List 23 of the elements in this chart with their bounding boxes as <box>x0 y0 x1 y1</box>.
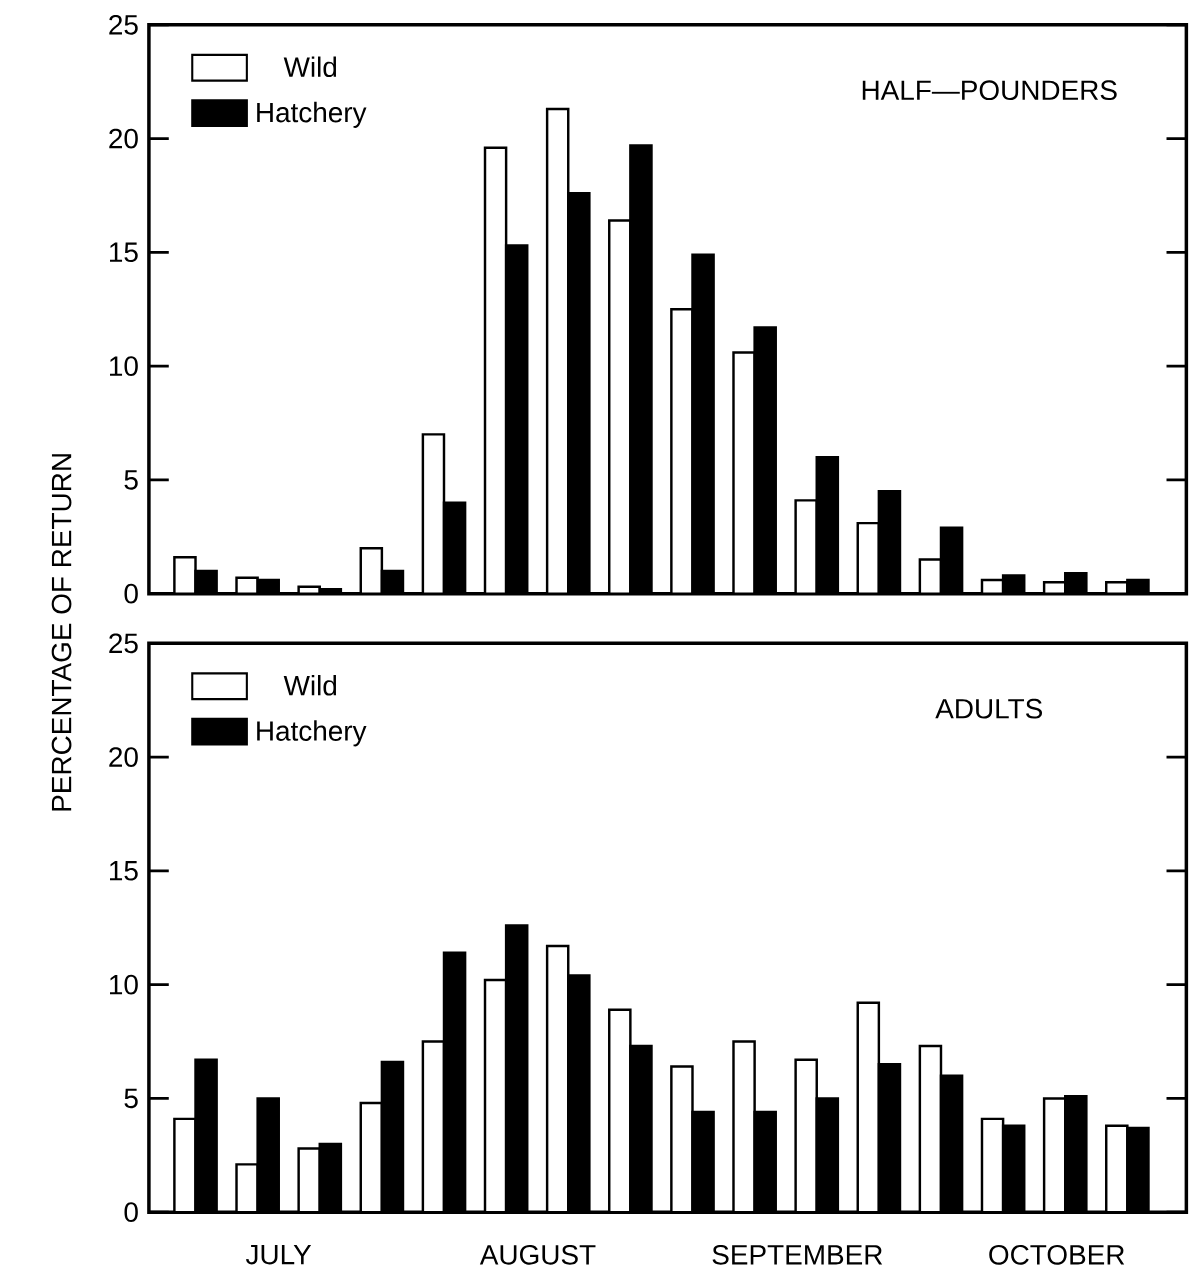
legend-label: Hatchery <box>257 101 367 128</box>
y-tick-label: 10 <box>109 356 138 377</box>
legend-label: Wild <box>283 675 336 696</box>
text: ADULTS <box>935 698 1042 719</box>
y-tick-label: 15 <box>109 242 138 263</box>
y-tick-label: 20 <box>109 747 138 767</box>
text: SEPTEMBER <box>712 1244 882 1265</box>
y-tick-label: 10 <box>109 974 138 995</box>
legend-label: Hatchery <box>257 720 367 747</box>
y-tick-label: 20 <box>109 128 138 149</box>
y-axis-title: PERCENTAGE OF RETURN <box>51 454 72 811</box>
y-tick-label: 25 <box>109 633 138 654</box>
y-tick-label: 15 <box>109 861 138 881</box>
text: OCTOBER <box>989 1244 1125 1265</box>
y-tick-label: 25 <box>109 14 138 35</box>
y-tick-label: 0 <box>124 1202 138 1223</box>
y-tick-label: 0 <box>124 583 138 604</box>
y-tick-label: 5 <box>124 1088 138 1109</box>
text: AUGUST <box>479 1244 596 1265</box>
y-tick-label: 5 <box>124 470 138 490</box>
text: HALF—POUNDERS <box>862 80 1117 101</box>
legend-label: Wild <box>283 56 336 78</box>
text: JULY <box>245 1244 311 1265</box>
